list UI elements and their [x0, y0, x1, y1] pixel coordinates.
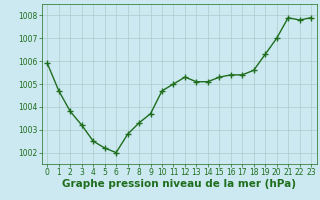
X-axis label: Graphe pression niveau de la mer (hPa): Graphe pression niveau de la mer (hPa) [62, 179, 296, 189]
